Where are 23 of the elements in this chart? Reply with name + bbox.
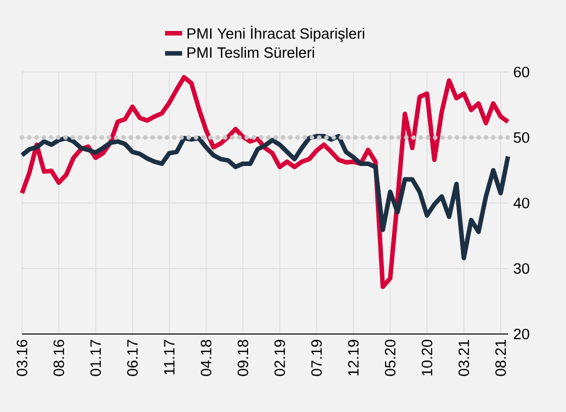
x-tick-label: 06.17 (127, 340, 138, 376)
line-series (20, 134, 510, 260)
x-tick-label: 03.16 (16, 340, 28, 376)
x-tick-label: 02.19 (274, 340, 286, 376)
y-tick-label: 20 (514, 328, 530, 340)
x-tick-label: 04.18 (200, 340, 212, 376)
x-tick-label: 12.19 (348, 340, 359, 376)
x-tick-label: 07.19 (311, 340, 322, 376)
x-tick-label: 11.17 (164, 340, 174, 374)
y-tick-label: 40 (514, 198, 530, 208)
legend-label: PMI Yeni İhracat Siparişleri (188, 26, 364, 42)
x-tick-label: 05.20 (384, 340, 396, 376)
x-tick-label: 01.17 (90, 340, 101, 376)
x-tick-label: 10.20 (422, 340, 432, 376)
line-series (20, 74, 510, 290)
x-tick-label: 09.18 (238, 340, 248, 376)
y-tick-label: 50 (514, 132, 530, 143)
legend-label: PMI Teslim Süreleri (188, 46, 314, 58)
x-tick-label: 08.16 (54, 340, 64, 376)
x-tick-label: 08.21 (495, 340, 506, 376)
x-tick-label: 03.21 (458, 340, 470, 376)
y-tick-label: 60 (514, 66, 530, 78)
y-tick-label: 30 (514, 263, 530, 274)
